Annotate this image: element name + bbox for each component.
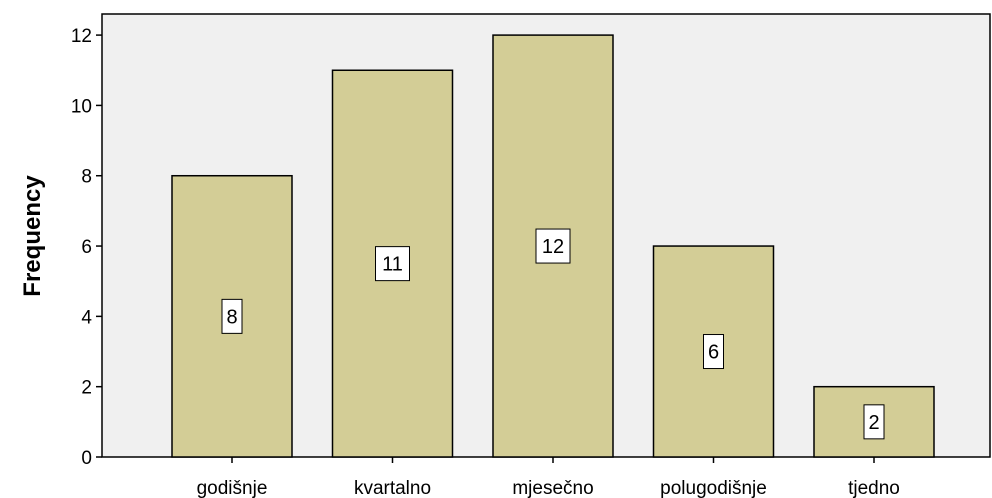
- data-label-box: [375, 246, 410, 282]
- x-tick-label: kvartalno: [354, 478, 431, 498]
- data-label-box: [703, 334, 724, 370]
- y-tick-label: 0: [81, 448, 92, 469]
- data-label: 8: [226, 306, 237, 328]
- data-label: 2: [868, 412, 879, 434]
- data-label-box: [221, 298, 243, 334]
- y-tick-label: 6: [81, 237, 92, 258]
- data-label-box: [863, 404, 885, 440]
- data-label: 12: [542, 236, 564, 258]
- data-label: 6: [708, 342, 719, 364]
- x-tick-label: tjedno: [848, 478, 900, 498]
- data-label: 11: [382, 254, 403, 276]
- y-tick-label: 2: [81, 378, 92, 399]
- x-tick-label: godišnje: [197, 478, 268, 498]
- y-tick-label: 8: [81, 167, 92, 188]
- y-axis-title: Frequency: [19, 175, 46, 297]
- y-tick-label: 4: [81, 307, 92, 328]
- data-label-box: [535, 228, 571, 264]
- y-tick-label: 12: [71, 26, 92, 47]
- x-tick-label: polugodišnje: [660, 478, 767, 498]
- y-tick-label: 10: [71, 96, 92, 117]
- x-tick-label: mjesečno: [512, 478, 593, 498]
